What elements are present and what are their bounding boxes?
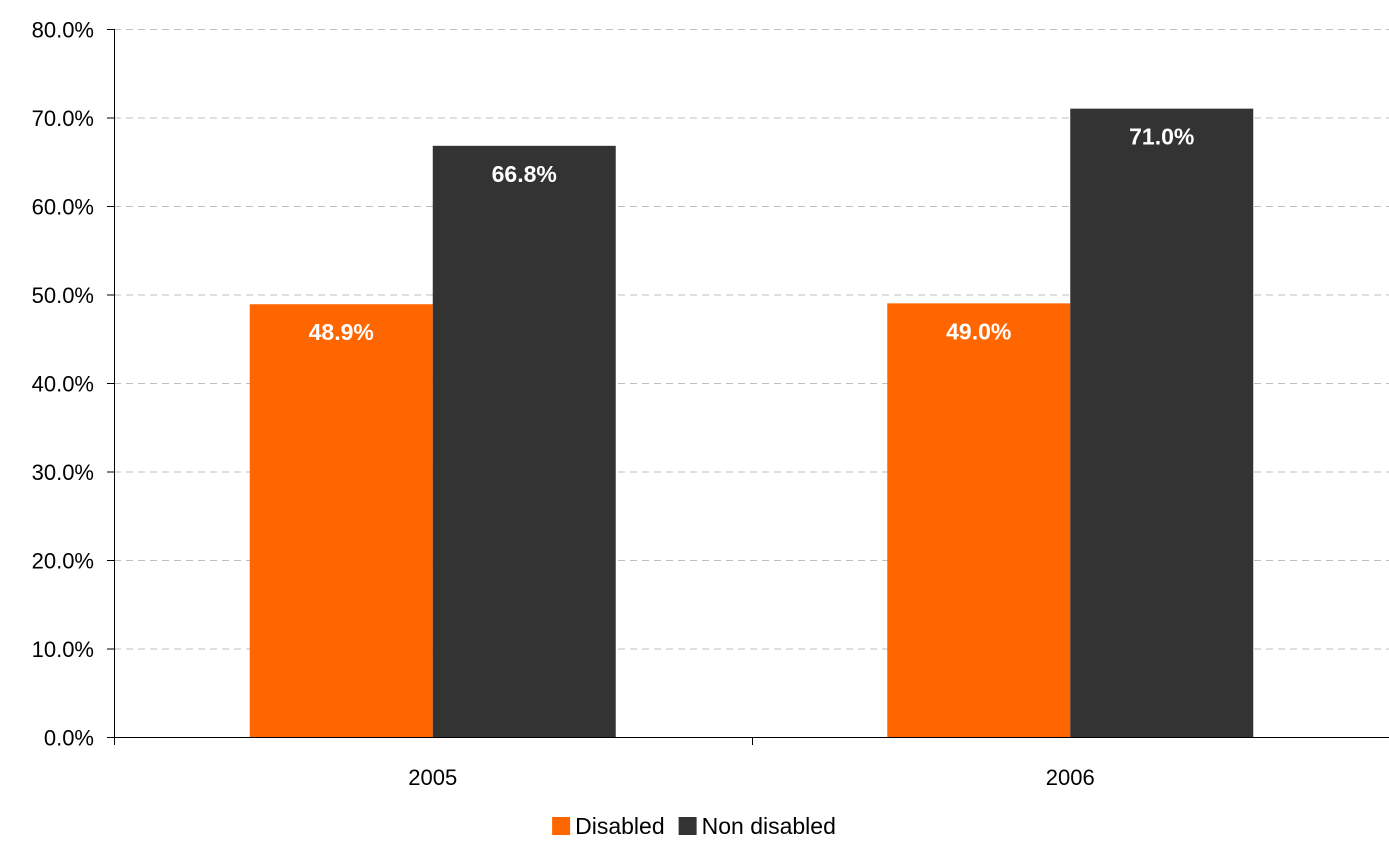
y-tick-label: 20.0% xyxy=(32,549,94,574)
data-label: 71.0% xyxy=(1129,124,1194,150)
y-tick-label: 40.0% xyxy=(32,372,94,397)
bar-disabled-2005 xyxy=(249,304,433,737)
legend-label-non-disabled: Non disabled xyxy=(702,813,836,839)
y-tick-label: 70.0% xyxy=(32,106,94,131)
data-label: 48.9% xyxy=(309,319,374,345)
y-axis-ticks: 0.0% 10.0% 20.0% 30.0% 40.0% 50.0% 60.0% 70.0% 8… xyxy=(32,18,114,751)
bar-non-disabled-2006 xyxy=(1070,108,1254,737)
bar-non-disabled-2005 xyxy=(432,145,616,737)
y-tick-label: 50.0% xyxy=(32,283,94,308)
y-tick-label: 80.0% xyxy=(32,18,94,43)
y-tick-label: 60.0% xyxy=(32,195,94,220)
legend: Disabled Non disabled xyxy=(552,813,836,839)
axes xyxy=(114,29,1389,738)
data-label: 49.0% xyxy=(946,318,1011,344)
x-axis-ticks: 2005 2006 xyxy=(114,737,1095,790)
y-tick-label: 30.0% xyxy=(32,460,94,485)
legend-swatch-non-disabled xyxy=(678,817,697,835)
legend-swatch-disabled xyxy=(552,817,571,835)
x-tick-label: 2006 xyxy=(1046,765,1095,790)
y-tick-label: 10.0% xyxy=(32,637,94,662)
bars: 48.9% 66.8% 49.0% 71.0% xyxy=(249,108,1254,737)
y-tick-label: 0.0% xyxy=(44,726,94,751)
legend-label-disabled: Disabled xyxy=(575,813,665,839)
data-label: 66.8% xyxy=(492,161,557,187)
bar-disabled-2006 xyxy=(887,303,1071,737)
x-tick-label: 2005 xyxy=(408,765,457,790)
